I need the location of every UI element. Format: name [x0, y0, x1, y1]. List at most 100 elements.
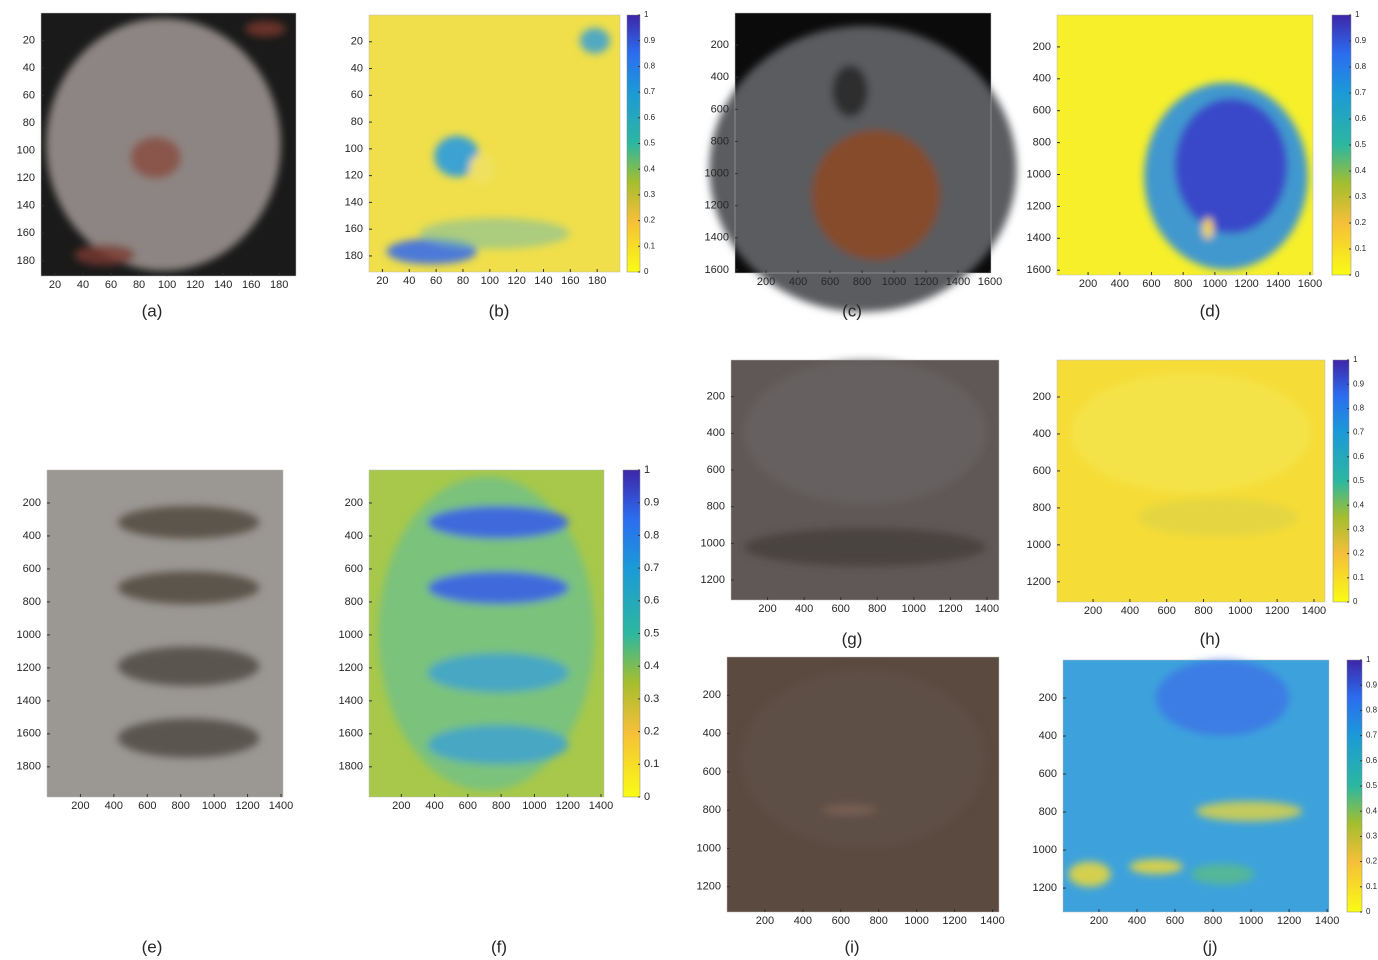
x-tick-label: 400 — [794, 915, 812, 927]
colorbar-tick-label: 0.1 — [644, 241, 656, 250]
colorbar-tick-label: 0.2 — [1366, 857, 1378, 866]
y-tick-label: 80 — [23, 117, 35, 129]
x-tick-label: 200 — [757, 276, 775, 288]
colorbar-tick-label: 0.4 — [644, 164, 656, 173]
x-tick-label: 40 — [403, 275, 415, 287]
colorbar-tick-label: 0.5 — [644, 139, 656, 148]
y-tick-label: 160 — [345, 223, 363, 235]
colorbar-tick-label: 0.8 — [644, 529, 659, 541]
page: 2040608010012014016018020406080100120140… — [0, 0, 1378, 960]
image-texture — [709, 26, 1016, 312]
colorbar-tick-label: 0.9 — [1353, 379, 1365, 388]
colorbar-tick-label: 0.8 — [1353, 404, 1365, 413]
y-tick-label: 800 — [1033, 137, 1051, 149]
x-tick-label: 1000 — [882, 276, 906, 288]
y-tick-label: 140 — [17, 200, 35, 212]
x-tick-label: 1400 — [975, 603, 999, 615]
y-tick-label: 1000 — [701, 537, 725, 549]
x-tick-label: 20 — [376, 275, 388, 287]
x-tick-label: 1600 — [978, 276, 1002, 288]
y-tick-label: 1200 — [1027, 200, 1051, 212]
colorbar-tick-label: 0.4 — [644, 660, 659, 672]
x-tick-label: 200 — [758, 603, 776, 615]
y-tick-label: 60 — [351, 89, 363, 101]
x-tick-label: 1000 — [522, 800, 546, 812]
y-tick-label: 1000 — [17, 629, 41, 641]
image-region — [812, 130, 940, 260]
y-tick-label: 1600 — [1027, 264, 1051, 276]
x-tick-label: 600 — [1166, 915, 1184, 927]
x-tick-label: 180 — [588, 275, 606, 287]
colorbar-tick-label: 0.4 — [1355, 166, 1367, 175]
y-tick-label: 1000 — [705, 167, 729, 179]
colorbar-tick-label: 0.1 — [644, 758, 659, 770]
image-region — [118, 571, 260, 604]
x-tick-label: 400 — [1128, 915, 1146, 927]
x-tick-label: 60 — [105, 279, 117, 291]
y-tick-label: 1600 — [339, 728, 363, 740]
x-tick-label: 400 — [789, 276, 807, 288]
y-tick-label: 1200 — [701, 574, 725, 586]
y-tick-label: 100 — [345, 143, 363, 155]
colorbar-tick-label: 0.5 — [1355, 140, 1367, 149]
colorbar-tick-label: 0.2 — [644, 726, 659, 738]
y-tick-label: 20 — [351, 36, 363, 48]
y-tick-label: 1200 — [1027, 576, 1051, 588]
x-tick-label: 600 — [1142, 278, 1160, 290]
x-tick-label: 200 — [1084, 605, 1102, 617]
colorbar-tick-label: 0.7 — [1366, 731, 1378, 740]
colorbar — [1332, 15, 1351, 275]
image-region — [1191, 864, 1255, 884]
x-tick-label: 140 — [534, 275, 552, 287]
colorbar-tick-label: 0.3 — [644, 190, 656, 199]
x-tick-label: 1200 — [1277, 915, 1301, 927]
y-tick-label: 800 — [23, 596, 41, 608]
y-tick-label: 1400 — [1027, 232, 1051, 244]
y-tick-label: 600 — [1033, 105, 1051, 117]
colorbar-tick-label: 0.3 — [1366, 832, 1378, 841]
y-tick-label: 600 — [1039, 768, 1057, 780]
colorbar-tick-label: 0.1 — [1355, 244, 1367, 253]
x-tick-label: 60 — [430, 275, 442, 287]
image-region — [469, 154, 494, 185]
panel: 2004006008001000120014002004006008001000… — [339, 464, 660, 957]
y-tick-label: 200 — [1039, 692, 1057, 704]
x-tick-label: 800 — [870, 915, 888, 927]
colorbar-tick-label: 0.9 — [1366, 680, 1378, 689]
y-tick-label: 1600 — [705, 264, 729, 276]
image-region — [118, 506, 260, 539]
colorbar-tick-label: 0.5 — [644, 627, 659, 639]
colorbar-tick-label: 0.6 — [644, 113, 656, 122]
panel: 2040608010012014016018020406080100120140… — [345, 10, 656, 320]
x-tick-label: 600 — [832, 915, 850, 927]
colorbar-tick-label: 0.3 — [1355, 192, 1367, 201]
panel-label: (b) — [489, 301, 510, 320]
x-tick-label: 600 — [459, 800, 477, 812]
y-tick-label: 120 — [345, 170, 363, 182]
y-tick-label: 1200 — [697, 881, 721, 893]
x-tick-label: 20 — [49, 279, 61, 291]
y-tick-label: 100 — [17, 145, 35, 157]
image-region — [118, 719, 260, 758]
x-tick-label: 800 — [172, 800, 190, 812]
x-tick-label: 600 — [821, 276, 839, 288]
x-tick-label: 160 — [242, 279, 260, 291]
x-tick-label: 600 — [832, 603, 850, 615]
y-tick-label: 400 — [711, 71, 729, 83]
colorbar-tick-label: 0.2 — [1353, 549, 1365, 558]
y-tick-label: 40 — [351, 62, 363, 74]
image-texture — [378, 477, 594, 791]
colorbar-tick-label: 0.7 — [644, 87, 656, 96]
y-tick-label: 600 — [707, 464, 725, 476]
x-tick-label: 400 — [1121, 605, 1139, 617]
panel-label: (j) — [1202, 937, 1217, 956]
y-tick-label: 400 — [1033, 428, 1051, 440]
x-tick-label: 1200 — [938, 603, 962, 615]
x-tick-label: 140 — [214, 279, 232, 291]
panel: 2004006008001000120014002004006008001000… — [697, 657, 1005, 956]
image-region — [832, 65, 868, 117]
x-tick-label: 100 — [481, 275, 499, 287]
y-tick-label: 800 — [707, 501, 725, 513]
x-tick-label: 1000 — [1228, 605, 1252, 617]
